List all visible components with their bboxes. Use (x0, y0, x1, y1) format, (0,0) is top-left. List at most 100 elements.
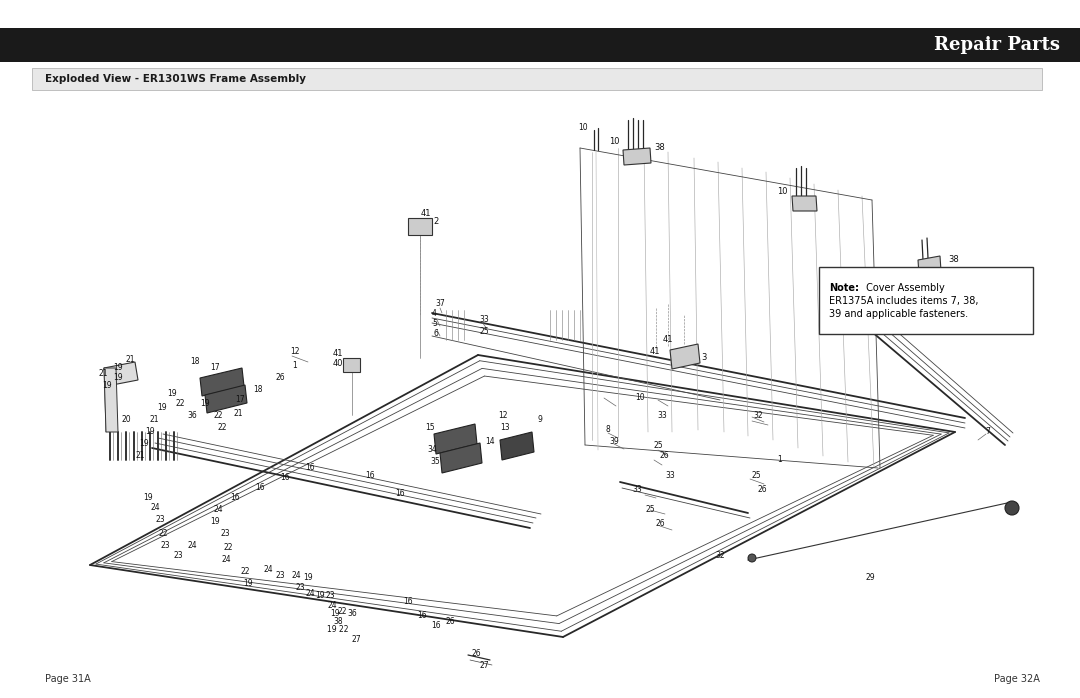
Text: 16: 16 (431, 621, 441, 630)
Polygon shape (434, 424, 477, 454)
Text: 18: 18 (253, 385, 262, 394)
Text: 39: 39 (609, 438, 619, 447)
Text: 16: 16 (280, 473, 289, 482)
FancyBboxPatch shape (32, 68, 1042, 90)
Text: 24: 24 (221, 556, 231, 565)
Text: 22: 22 (337, 607, 347, 616)
Text: 38: 38 (948, 255, 959, 265)
Polygon shape (200, 368, 244, 396)
Polygon shape (670, 344, 700, 369)
Text: 23: 23 (160, 542, 170, 551)
Text: 26: 26 (275, 373, 285, 383)
Text: 22: 22 (175, 399, 185, 408)
Text: 22: 22 (217, 424, 227, 433)
Text: 21: 21 (135, 452, 145, 461)
Text: 16: 16 (365, 472, 375, 480)
Text: 34: 34 (427, 445, 437, 454)
Text: 24: 24 (292, 572, 301, 581)
Text: 37: 37 (435, 299, 445, 309)
Text: 15: 15 (426, 424, 435, 433)
Text: 26: 26 (757, 486, 767, 494)
Text: 4: 4 (432, 309, 436, 318)
Text: 33: 33 (665, 472, 675, 480)
Text: 19: 19 (158, 403, 166, 413)
Polygon shape (500, 432, 534, 460)
Text: 26: 26 (471, 650, 481, 658)
Text: 10: 10 (635, 394, 645, 403)
Text: 1: 1 (293, 360, 297, 369)
Text: 19: 19 (113, 364, 123, 373)
Text: 26: 26 (659, 452, 669, 461)
Text: 19: 19 (139, 440, 149, 449)
Text: 36: 36 (347, 609, 356, 618)
Text: 19: 19 (113, 373, 123, 383)
Text: 12: 12 (291, 348, 300, 357)
Text: 23: 23 (220, 530, 230, 538)
Text: 19: 19 (243, 579, 253, 588)
Text: 3: 3 (701, 353, 706, 362)
Text: 18: 18 (190, 357, 200, 366)
Text: 33: 33 (480, 315, 489, 325)
Text: 20: 20 (121, 415, 131, 424)
Text: 41: 41 (333, 350, 343, 359)
Text: Cover Assembly: Cover Assembly (863, 283, 945, 292)
Text: 19: 19 (103, 380, 112, 389)
Circle shape (748, 554, 756, 562)
Text: 1: 1 (778, 456, 782, 464)
Text: 23: 23 (295, 584, 305, 593)
Text: 23: 23 (173, 551, 183, 560)
Text: 41: 41 (650, 348, 660, 357)
Text: 39 and applicable fasteners.: 39 and applicable fasteners. (828, 309, 968, 319)
Text: Page 31A: Page 31A (45, 674, 91, 684)
Text: 10: 10 (609, 138, 619, 147)
Text: 24: 24 (150, 503, 160, 512)
Text: 27: 27 (351, 635, 361, 644)
Text: Note:: Note: (828, 283, 859, 292)
Text: 16: 16 (395, 489, 405, 498)
Text: 21: 21 (125, 355, 135, 364)
Text: 35: 35 (430, 457, 440, 466)
Text: 23: 23 (325, 591, 335, 600)
Text: 14: 14 (485, 438, 495, 447)
Polygon shape (408, 218, 432, 235)
Text: 23: 23 (156, 516, 165, 524)
Text: 33: 33 (632, 486, 642, 494)
Text: 24: 24 (327, 602, 337, 611)
Text: 32: 32 (753, 412, 762, 420)
Text: Exploded View - ER1301WS Frame Assembly: Exploded View - ER1301WS Frame Assembly (45, 74, 306, 84)
Text: 25: 25 (645, 505, 654, 514)
Text: 21: 21 (149, 415, 159, 424)
FancyBboxPatch shape (819, 267, 1034, 334)
Text: 13: 13 (500, 424, 510, 433)
Text: 41: 41 (663, 336, 673, 345)
Text: 24: 24 (187, 542, 197, 551)
Text: 22: 22 (224, 544, 233, 553)
Text: 40: 40 (333, 359, 343, 368)
Text: 17: 17 (211, 364, 220, 373)
Polygon shape (104, 362, 138, 386)
Polygon shape (792, 196, 816, 211)
Text: 19: 19 (144, 493, 152, 503)
Text: 2: 2 (433, 218, 438, 226)
Text: 19: 19 (330, 609, 340, 618)
Polygon shape (440, 443, 482, 473)
Text: 26: 26 (656, 519, 665, 528)
Text: 16: 16 (403, 597, 413, 607)
Text: 19 22: 19 22 (327, 625, 349, 634)
Text: 16: 16 (417, 611, 427, 621)
FancyBboxPatch shape (0, 28, 1080, 62)
Text: 19: 19 (145, 427, 154, 436)
Text: 10: 10 (777, 188, 787, 197)
Text: 10: 10 (578, 123, 588, 131)
Text: 24: 24 (213, 505, 222, 514)
Polygon shape (623, 148, 651, 165)
Text: 19: 19 (167, 389, 177, 399)
Polygon shape (918, 256, 941, 275)
Text: Repair Parts: Repair Parts (934, 36, 1059, 54)
Text: 41: 41 (421, 209, 431, 218)
Text: 33: 33 (657, 410, 666, 419)
Text: 25: 25 (480, 327, 489, 336)
Polygon shape (343, 358, 360, 372)
Text: 16: 16 (306, 463, 314, 473)
Polygon shape (104, 368, 118, 432)
